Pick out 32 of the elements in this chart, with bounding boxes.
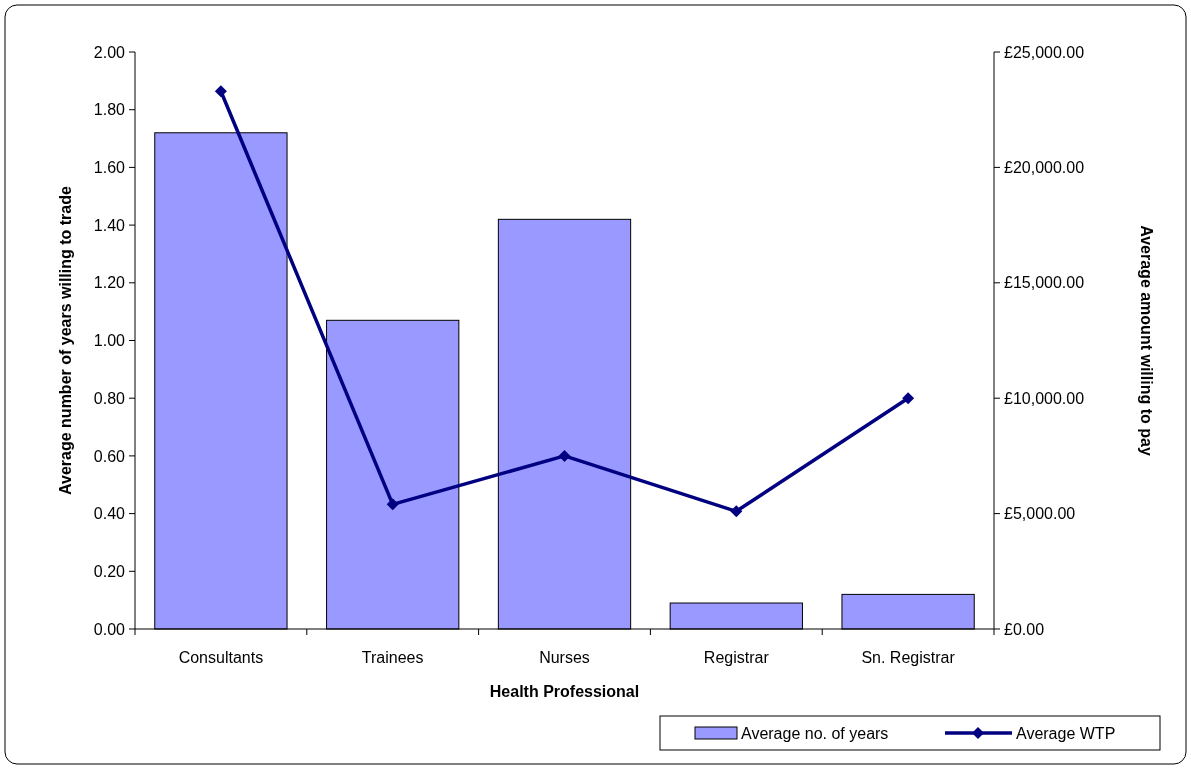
y-tick-label: 1.80 [93, 101, 126, 119]
x-axis-title: Health Professional [489, 683, 640, 700]
legend-label: Average WTP [1016, 724, 1116, 742]
point [730, 505, 743, 518]
legend-label: Average no. of years [741, 724, 889, 742]
point [902, 392, 915, 405]
y-tick-label: 0.60 [93, 447, 126, 465]
y2-tick-label: £10,000.00 [1004, 389, 1085, 407]
y2-tick-label: £5,000.00 [1004, 505, 1076, 523]
y-tick-label: 1.20 [93, 274, 126, 292]
y-tick-label: 2.00 [93, 43, 126, 61]
x-tick-label: Consultants [178, 649, 264, 666]
y2-tick-label: £0.00 [1004, 620, 1045, 638]
y-tick-label: 1.40 [93, 216, 126, 234]
x-tick-label: Trainees [361, 649, 424, 666]
y2-axis-title: Average amount willing to pay [1138, 225, 1155, 456]
y-tick-label: 0.00 [93, 620, 126, 638]
y-axis-title: Average number of years willing to trade [57, 185, 74, 495]
y-tick-label: 0.20 [93, 562, 126, 580]
x-tick-label: Registrar [703, 649, 770, 666]
point [214, 85, 227, 98]
y-tick-label: 0.80 [93, 389, 126, 407]
y-tick-label: 1.60 [93, 159, 126, 176]
y2-tick-label: £20,000.00 [1004, 159, 1085, 176]
y-tick-label: 0.40 [93, 505, 126, 523]
point [386, 498, 399, 511]
y-tick-label: 1.00 [93, 332, 126, 350]
y2-tick-label: £15,000.00 [1004, 274, 1085, 292]
x-tick-label: Nurses [539, 649, 590, 666]
x-tick-label: Sn. Registrar [861, 649, 956, 666]
y2-tick-label: £25,000.00 [1004, 43, 1085, 61]
point [558, 449, 571, 462]
